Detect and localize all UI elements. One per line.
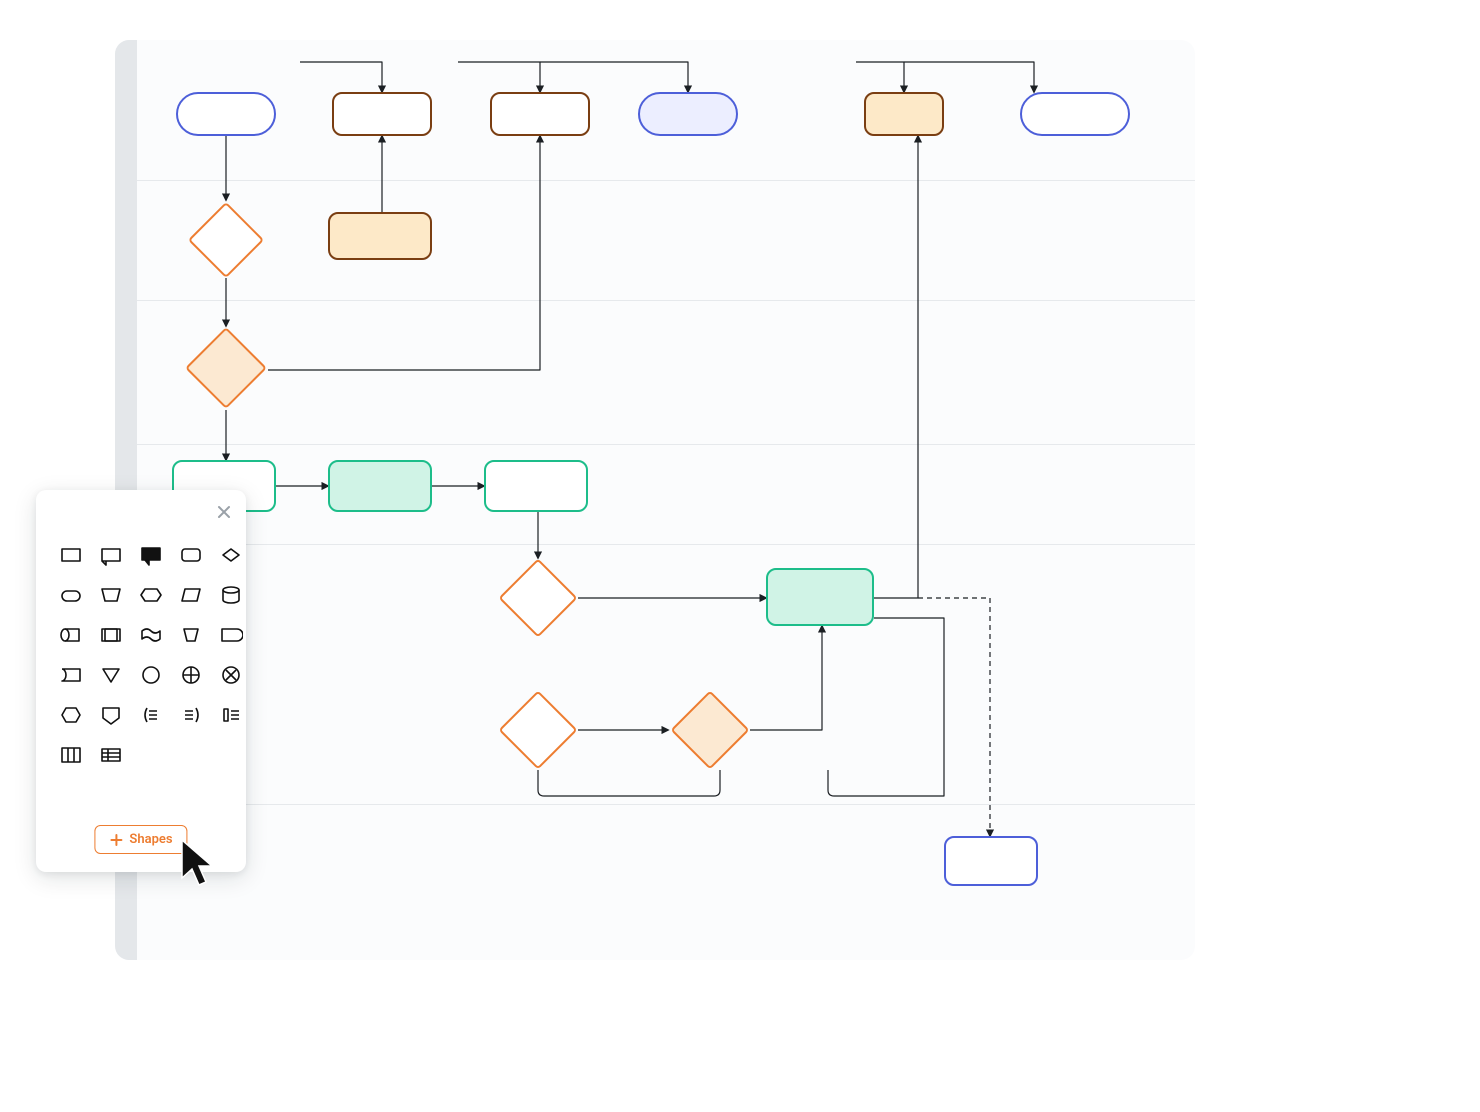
- shape-stencil-21[interactable]: [94, 698, 128, 732]
- shape-stencil-17[interactable]: [134, 658, 168, 692]
- shape-stencil-6[interactable]: [94, 578, 128, 612]
- flow-node-n1[interactable]: [176, 92, 276, 136]
- shape-stencil-9[interactable]: [214, 578, 248, 612]
- shape-stencil-19[interactable]: [214, 658, 248, 692]
- close-icon[interactable]: [216, 504, 232, 520]
- shape-grid: [54, 538, 248, 772]
- shape-stencil-24[interactable]: [214, 698, 248, 732]
- shape-stencil-11[interactable]: [94, 618, 128, 652]
- shape-stencil-26[interactable]: [94, 738, 128, 772]
- shape-stencil-23[interactable]: [174, 698, 208, 732]
- shape-stencil-25[interactable]: [54, 738, 88, 772]
- lane-divider: [137, 544, 1195, 545]
- lane-divider: [137, 300, 1195, 301]
- shape-stencil-3[interactable]: [174, 538, 208, 572]
- flow-node-n17[interactable]: [944, 836, 1038, 886]
- shapes-panel[interactable]: Shapes: [36, 490, 246, 872]
- shape-stencil-10[interactable]: [54, 618, 88, 652]
- shape-stencil-15[interactable]: [54, 658, 88, 692]
- shape-stencil-8[interactable]: [174, 578, 208, 612]
- flow-node-n12[interactable]: [484, 460, 588, 512]
- add-shapes-button[interactable]: Shapes: [94, 825, 187, 854]
- shape-stencil-18[interactable]: [174, 658, 208, 692]
- lane-divider: [137, 804, 1195, 805]
- flow-node-n14[interactable]: [766, 568, 874, 626]
- flow-node-n2[interactable]: [332, 92, 432, 136]
- plus-icon: [109, 833, 123, 847]
- flow-node-n6[interactable]: [1020, 92, 1130, 136]
- flow-node-n8[interactable]: [328, 212, 432, 260]
- flow-node-n3[interactable]: [490, 92, 590, 136]
- flow-node-n11[interactable]: [328, 460, 432, 512]
- shape-stencil-0[interactable]: [54, 538, 88, 572]
- shape-stencil-5[interactable]: [54, 578, 88, 612]
- shape-stencil-22[interactable]: [134, 698, 168, 732]
- flow-node-n4[interactable]: [638, 92, 738, 136]
- shape-stencil-2[interactable]: [134, 538, 168, 572]
- shape-stencil-13[interactable]: [174, 618, 208, 652]
- shape-stencil-12[interactable]: [134, 618, 168, 652]
- lane-divider: [137, 444, 1195, 445]
- shape-stencil-14[interactable]: [214, 618, 248, 652]
- shape-stencil-20[interactable]: [54, 698, 88, 732]
- shape-stencil-16[interactable]: [94, 658, 128, 692]
- shape-stencil-7[interactable]: [134, 578, 168, 612]
- diagram-canvas[interactable]: [115, 40, 1195, 960]
- add-shapes-label: Shapes: [129, 832, 172, 847]
- shape-stencil-4[interactable]: [214, 538, 248, 572]
- shape-stencil-1[interactable]: [94, 538, 128, 572]
- flow-node-n5[interactable]: [864, 92, 944, 136]
- lane-divider: [137, 180, 1195, 181]
